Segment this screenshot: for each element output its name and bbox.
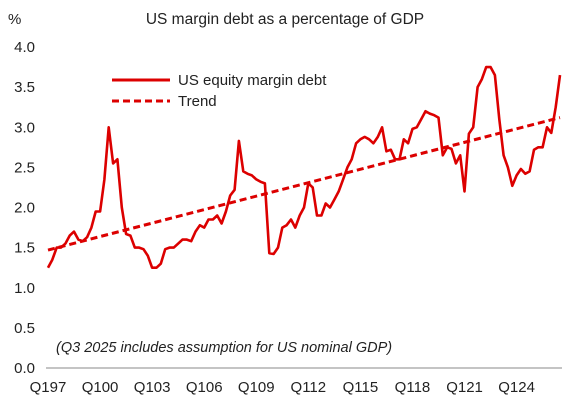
- series-layer: [46, 65, 562, 270]
- x-tick-label: Q100: [82, 379, 119, 396]
- x-tick-label: Q109: [238, 379, 275, 396]
- x-tick-label: Q112: [291, 379, 327, 396]
- legend: US equity margin debt Trend: [112, 72, 327, 110]
- series-margin-debt-line: [46, 65, 562, 270]
- y-tick-label: 3.0: [14, 119, 35, 136]
- chart-title: US margin debt as a percentage of GDP: [146, 11, 424, 28]
- x-tick-label: Q115: [343, 379, 379, 396]
- y-axis-unit-label: %: [8, 11, 21, 28]
- x-tick-label: Q103: [134, 379, 171, 396]
- legend-label-trend: Trend: [178, 93, 217, 110]
- y-tick-label: 0.0: [14, 360, 35, 377]
- x-tick-label: Q106: [186, 379, 223, 396]
- series-trend-line: [47, 116, 561, 252]
- x-tick-label: Q124: [498, 379, 535, 396]
- y-tick-label: 4.0: [14, 39, 35, 56]
- x-tick-label: Q121: [446, 379, 483, 396]
- y-tick-label: 0.5: [14, 320, 35, 337]
- x-tick-label: Q118: [395, 379, 431, 396]
- chart-annotation: (Q3 2025 includes assumption for US nomi…: [56, 340, 392, 356]
- y-tick-label: 2.0: [14, 200, 35, 217]
- y-axis-ticks: 0.0 0.5 1.0 1.5 2.0 2.5 3.0 3.5 4.0: [14, 39, 35, 377]
- y-tick-label: 2.5: [14, 159, 35, 176]
- y-tick-label: 1.0: [14, 280, 35, 297]
- legend-label-margin-debt: US equity margin debt: [178, 72, 327, 89]
- y-tick-label: 1.5: [14, 240, 35, 257]
- y-tick-label: 3.5: [14, 79, 35, 96]
- x-tick-label: Q197: [30, 379, 67, 396]
- x-axis-ticks: Q197 Q100 Q103 Q106 Q109 Q112 Q115 Q118 Q121 Q124: [30, 379, 535, 396]
